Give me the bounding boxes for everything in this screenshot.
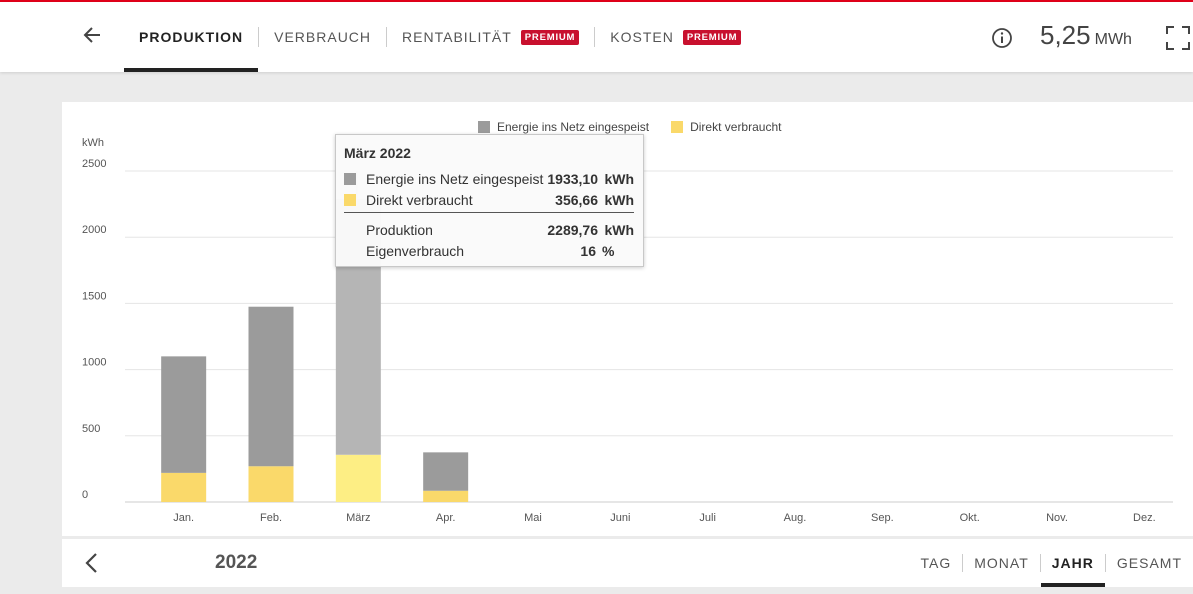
tab-label: RENTABILITÄT — [402, 29, 512, 45]
period-label: GESAMT — [1116, 555, 1182, 571]
period-jahr[interactable]: JAHR — [1040, 539, 1106, 587]
tab-verbrauch[interactable]: VERBRAUCH — [259, 2, 386, 72]
tab-label: KOSTEN — [610, 29, 674, 45]
period-tag[interactable]: TAG — [909, 539, 962, 587]
chart-legend: Energie ins Netz eingespeist Direkt verb… — [478, 120, 803, 134]
tooltip-selfuse-label: Eigenverbrauch — [366, 242, 465, 259]
y-tick-label: 1000 — [82, 357, 106, 369]
period-divider — [1039, 554, 1041, 572]
previous-period-button[interactable] — [80, 550, 106, 576]
x-tick-label: Dez. — [1133, 512, 1156, 524]
tooltip-divider — [344, 212, 634, 213]
legend-swatch — [478, 121, 490, 133]
info-icon — [992, 28, 1012, 48]
tooltip-swatch — [344, 193, 356, 206]
fullscreen-icon — [1166, 26, 1190, 50]
period-label: TAG — [920, 555, 952, 571]
tab-divider — [594, 27, 596, 47]
total-unit: MWh — [1094, 31, 1132, 48]
tab-bar: PRODUKTION VERBRAUCH RENTABILITÄT PREMIU… — [124, 2, 756, 72]
legend-swatch — [671, 121, 684, 133]
header-bar: PRODUKTION VERBRAUCH RENTABILITÄT PREMIU… — [0, 2, 1193, 72]
tab-rentabilitaet[interactable]: RENTABILITÄT PREMIUM — [387, 2, 594, 72]
premium-badge: PREMIUM — [520, 29, 580, 45]
y-tick-label: 2500 — [82, 158, 106, 170]
tooltip-label: Direkt verbraucht — [366, 191, 473, 208]
period-label: JAHR — [1051, 555, 1094, 571]
total-production: 5,25 MWh — [1040, 20, 1132, 51]
tooltip-row: Eigenverbrauch 16 % — [344, 240, 634, 261]
arrow-left-icon — [83, 27, 100, 43]
legend-item-grid-feed[interactable]: Energie ins Netz eingespeist — [478, 120, 649, 134]
y-axis-label: kWh — [82, 137, 104, 149]
tooltip-title: März 2022 — [344, 145, 411, 161]
year-label: 2022 — [215, 552, 258, 573]
tooltip-production-value: 2289,76 — [547, 221, 598, 238]
tooltip-production-label: Produktion — [366, 221, 433, 238]
tooltip-row: Produktion 2289,76 kWh — [344, 219, 634, 240]
x-tick-label: März — [346, 512, 370, 524]
chart-card: kWh 0 500 1000 1500 2000 2500 Jan. Feb. März Apr. M… — [62, 102, 1193, 536]
legend-label: Direkt verbraucht — [690, 120, 782, 134]
tooltip-selfuse-unit: % — [602, 242, 615, 259]
tab-divider — [386, 27, 388, 47]
x-tick-label: Mai — [524, 512, 542, 524]
tooltip-label: Energie ins Netz eingespeist — [366, 170, 544, 187]
premium-badge: PREMIUM — [682, 29, 742, 45]
info-button[interactable] — [990, 26, 1014, 50]
bar-segment — [161, 356, 207, 473]
x-tick-label: Aug. — [784, 512, 807, 524]
total-value: 5,25 — [1040, 20, 1091, 50]
period-divider — [1104, 554, 1106, 572]
bar-segment — [161, 472, 207, 502]
x-tick-label: Feb. — [260, 512, 282, 524]
x-tick-label: Apr. — [436, 512, 456, 524]
tab-kosten[interactable]: KOSTEN PREMIUM — [595, 2, 756, 72]
back-button[interactable] — [80, 22, 106, 48]
legend-item-self-consumed[interactable]: Direkt verbraucht — [671, 120, 781, 134]
period-gesamt[interactable]: GESAMT — [1106, 539, 1193, 587]
y-tick-label: 0 — [82, 489, 88, 501]
x-tick-label: Juni — [610, 512, 630, 524]
x-tick-label: Okt. — [960, 512, 980, 524]
bar-chart: kWh 0 500 1000 1500 2000 2500 Jan. Feb. März Apr. M… — [82, 137, 1173, 524]
bar-segment — [423, 452, 469, 491]
y-tick-label: 1500 — [82, 290, 106, 302]
period-monat[interactable]: MONAT — [963, 539, 1040, 587]
bar-segment — [248, 466, 294, 502]
chart-tooltip: März 2022 Energie ins Netz eingespeist 1… — [335, 134, 644, 267]
tooltip-swatch — [344, 172, 356, 185]
period-divider — [962, 554, 964, 572]
tooltip-unit: kWh — [604, 170, 634, 187]
tab-label: VERBRAUCH — [274, 29, 372, 45]
tooltip-selfuse-value: 16 — [580, 242, 596, 259]
bar-segment — [335, 454, 381, 502]
tooltip-row: Energie ins Netz eingespeist 1933,10 kWh — [344, 168, 634, 189]
bar-segment — [423, 490, 469, 502]
tab-divider — [258, 27, 260, 47]
tooltip-value: 356,66 — [555, 191, 598, 208]
bar-segment — [248, 306, 294, 467]
tab-produktion[interactable]: PRODUKTION — [124, 2, 259, 72]
x-tick-label: Sep. — [871, 512, 894, 524]
tooltip-value: 1933,10 — [547, 170, 598, 187]
tab-label: PRODUKTION — [139, 29, 244, 45]
legend-label: Energie ins Netz eingespeist — [497, 120, 650, 134]
tooltip-production-unit: kWh — [604, 221, 634, 238]
x-tick-label: Juli — [699, 512, 716, 524]
brand-topline — [0, 0, 1193, 2]
tooltip-unit: kWh — [604, 191, 634, 208]
x-tick-label: Jan. — [173, 512, 194, 524]
tooltip-row: Direkt verbraucht 356,66 kWh — [344, 189, 634, 210]
x-tick-label: Nov. — [1046, 512, 1068, 524]
y-tick-label: 500 — [82, 423, 100, 435]
y-tick-label: 2000 — [82, 224, 106, 236]
period-selector: TAG MONAT JAHR GESAMT — [909, 539, 1193, 587]
period-label: MONAT — [974, 555, 1029, 571]
chevron-left-icon — [85, 553, 97, 573]
fullscreen-button[interactable] — [1164, 24, 1192, 52]
period-footer: 2022 TAG MONAT JAHR GESAMT — [62, 539, 1193, 587]
